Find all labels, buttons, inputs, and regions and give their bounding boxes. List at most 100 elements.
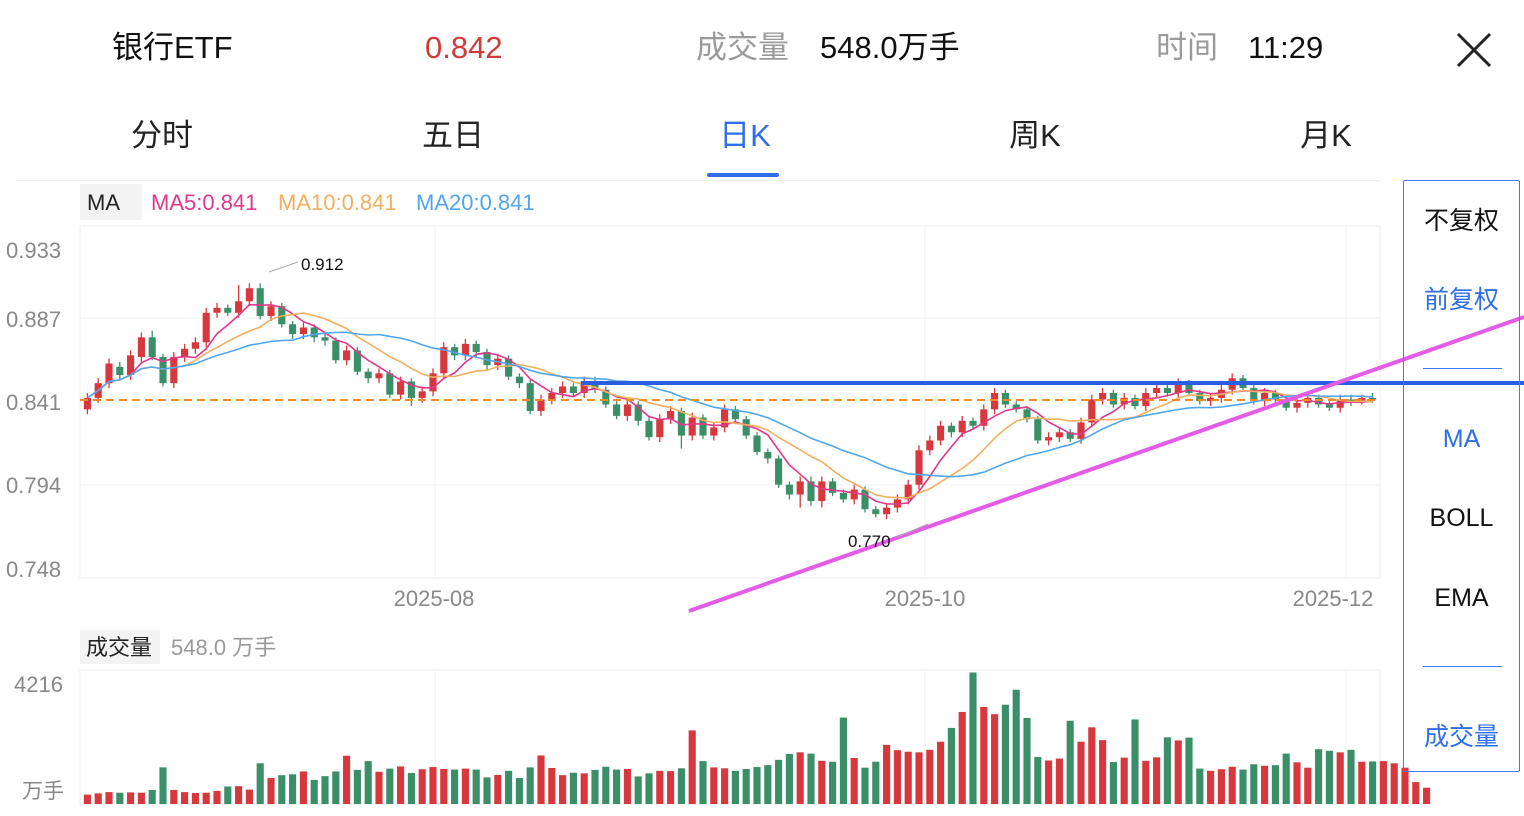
price-grid xyxy=(79,225,1381,579)
volume-bar xyxy=(299,771,307,804)
tab-five-day[interactable]: 五日 xyxy=(422,118,484,153)
candle-body xyxy=(170,356,178,384)
candle-body xyxy=(980,409,988,426)
candle-body xyxy=(407,381,415,398)
candle-body xyxy=(1099,392,1107,400)
candle xyxy=(1034,415,1042,444)
candle-body xyxy=(1055,432,1063,438)
candle xyxy=(980,404,988,431)
volume-bar xyxy=(634,776,642,804)
volume-bar xyxy=(1196,768,1204,804)
volume-bar xyxy=(1347,749,1355,804)
candle xyxy=(991,388,999,415)
volume-bar xyxy=(991,714,999,804)
candle-body xyxy=(440,347,448,374)
volume-bar xyxy=(731,770,739,804)
volume-bar xyxy=(883,744,891,804)
volume-bar xyxy=(710,767,718,804)
volume-bar xyxy=(1336,752,1344,804)
candle xyxy=(969,417,977,430)
candle xyxy=(645,417,653,441)
candle-body xyxy=(429,373,437,392)
option-ma[interactable]: MA xyxy=(1442,425,1481,453)
ma5-line xyxy=(86,303,1373,505)
volume-bar xyxy=(191,793,199,804)
option-volume[interactable]: 成交量 xyxy=(1423,723,1499,751)
y-tick-0748: 0.748 xyxy=(6,557,61,582)
option-no-adjust[interactable]: 不复权 xyxy=(1423,207,1499,235)
volume-bar xyxy=(148,789,156,804)
time-label: 时间 xyxy=(1156,30,1218,65)
volume-bar xyxy=(537,755,545,804)
tab-weekly-k[interactable]: 周K xyxy=(1009,118,1061,153)
volume-bar xyxy=(353,769,361,804)
volume-bar xyxy=(904,751,912,804)
candle-body xyxy=(742,419,750,436)
close-icon[interactable] xyxy=(1450,26,1498,74)
volume-bar xyxy=(645,773,653,804)
volume-bar xyxy=(688,730,696,804)
candle xyxy=(332,337,340,364)
volume-bar xyxy=(116,792,124,804)
candle xyxy=(731,406,739,423)
panel-divider xyxy=(1423,666,1502,667)
candle-body xyxy=(105,363,113,384)
fund-name: 银行ETF xyxy=(112,30,233,65)
volume-bar xyxy=(1012,689,1020,804)
volume-bar xyxy=(1304,767,1312,804)
candle xyxy=(537,394,545,416)
candle xyxy=(569,383,577,397)
candle-body xyxy=(386,373,394,395)
candle-body xyxy=(181,348,189,357)
volume-bar xyxy=(343,755,351,804)
tab-daily-k[interactable]: 日K xyxy=(719,118,771,153)
volume-bar xyxy=(807,753,815,804)
volume-bar xyxy=(1423,787,1431,804)
ma20-line xyxy=(86,331,1373,478)
volume-bar xyxy=(181,792,189,804)
time-value: 11:29 xyxy=(1248,30,1324,65)
moving-averages xyxy=(86,303,1373,505)
ma-legend-label: MA xyxy=(87,190,120,215)
volume-bar xyxy=(926,749,934,804)
option-ema[interactable]: EMA xyxy=(1434,584,1489,612)
candle xyxy=(429,368,437,397)
tab-intraday[interactable]: 分时 xyxy=(131,118,193,153)
candle xyxy=(677,407,685,449)
volume-bar xyxy=(1142,760,1150,804)
volume-bar xyxy=(623,768,631,804)
option-boll[interactable]: BOLL xyxy=(1429,504,1494,532)
candle xyxy=(613,401,621,420)
candle xyxy=(1012,401,1020,413)
tab-monthly-k[interactable]: 月K xyxy=(1300,118,1352,153)
candle-body xyxy=(1034,419,1042,441)
option-forward-adjust[interactable]: 前复权 xyxy=(1423,286,1499,314)
candle xyxy=(548,388,556,405)
current-price: 0.842 xyxy=(425,30,503,65)
volume-bar xyxy=(1174,740,1182,804)
low-annotation: 0.770 xyxy=(848,523,929,551)
volume-bar xyxy=(699,761,707,804)
volume-bar xyxy=(440,768,448,804)
volume-bar xyxy=(105,792,113,804)
candle-body xyxy=(904,484,912,500)
volume-bar xyxy=(1120,757,1128,804)
candle xyxy=(1077,417,1085,444)
candle-body xyxy=(1282,399,1290,408)
volume-bar xyxy=(278,775,286,804)
volume-bar xyxy=(1315,749,1323,804)
candle xyxy=(310,324,318,343)
volume-bar xyxy=(839,717,847,804)
volume-bar xyxy=(1153,757,1161,804)
candle xyxy=(764,448,772,464)
candle-body xyxy=(991,392,999,410)
volume-bar xyxy=(526,767,534,804)
volume-bar xyxy=(1045,760,1053,804)
volume-y-unit: 万手 xyxy=(22,780,64,803)
candle-body xyxy=(839,492,847,500)
volume-bar xyxy=(397,766,405,804)
candle xyxy=(850,484,858,505)
candle-body xyxy=(548,392,556,400)
candle-body xyxy=(1207,397,1215,402)
candle-body xyxy=(483,352,491,366)
